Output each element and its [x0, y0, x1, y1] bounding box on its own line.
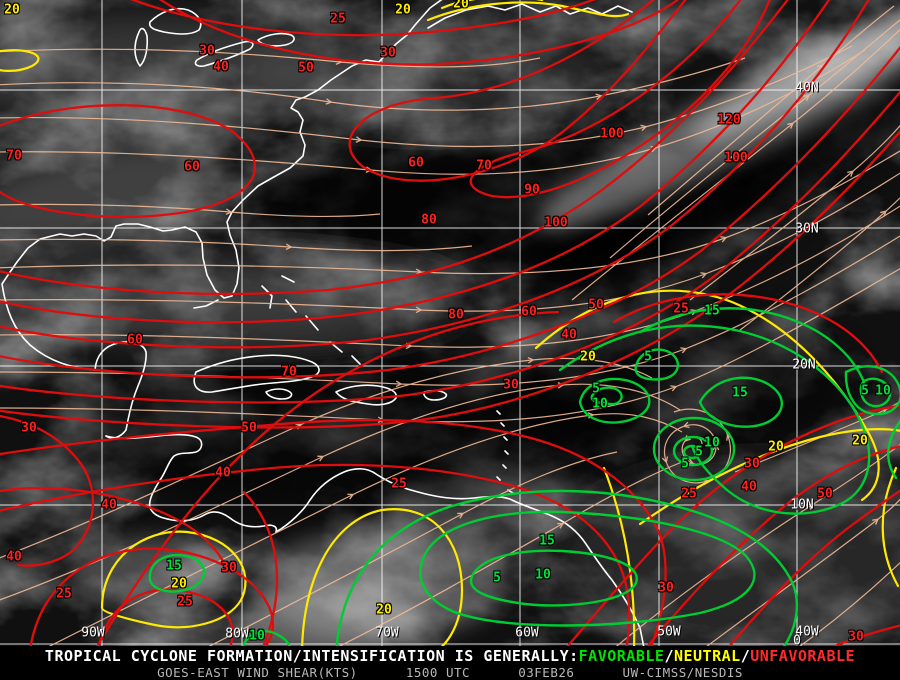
credit-line: GOES-EAST WIND SHEAR(KTS) 1500 UTC 03FEB…	[157, 665, 743, 680]
map-svg	[0, 0, 900, 648]
legend-prefix: TROPICAL CYCLONE FORMATION/INTENSIFICATI…	[44, 646, 579, 665]
legend-segment: /	[664, 646, 674, 665]
satellite-map: 40N 30N 20N 10N 0 90W 80W 70W 60W 50W 40W 25 30 30 40 5…	[0, 0, 900, 648]
legend-segment: /	[740, 646, 751, 665]
legend-line: TROPICAL CYCLONE FORMATION/INTENSIFICATI…	[0, 646, 900, 665]
legend-segment: UNFAVORABLE	[750, 646, 856, 665]
legend-segment: NEUTRAL	[673, 646, 741, 665]
legend-categories: FAVORABLE/NEUTRAL/UNFAVORABLE	[579, 647, 855, 665]
footer: TROPICAL CYCLONE FORMATION/INTENSIFICATI…	[0, 646, 900, 680]
contours-unfavorable	[0, 0, 900, 648]
legend-segment: FAVORABLE	[578, 646, 665, 665]
contours-favorable	[148, 307, 900, 648]
